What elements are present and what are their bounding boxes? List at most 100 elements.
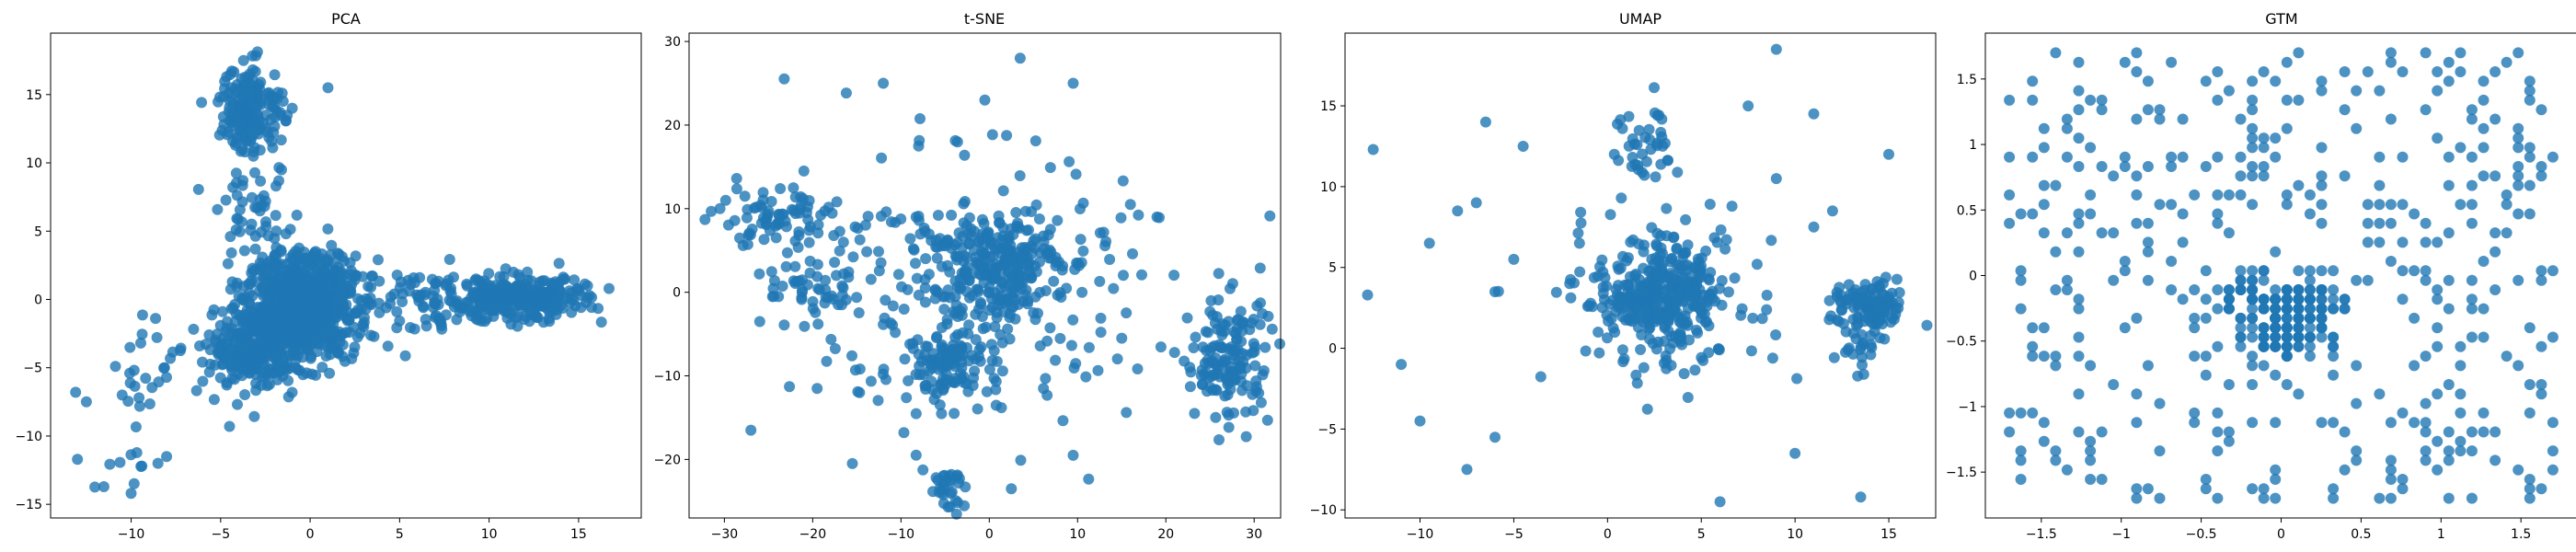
pca-point bbox=[604, 283, 615, 294]
gtm-point bbox=[2432, 66, 2443, 77]
umap-point bbox=[1713, 343, 1724, 354]
tsne-point bbox=[734, 233, 745, 244]
pca-point bbox=[233, 328, 244, 339]
gtm-point bbox=[2282, 379, 2293, 390]
umap-point bbox=[1791, 374, 1802, 385]
umap-point bbox=[1462, 464, 1473, 475]
gtm-point bbox=[2131, 170, 2142, 181]
tsne-point bbox=[1057, 415, 1068, 426]
gtm-point bbox=[2513, 170, 2524, 181]
gtm-point bbox=[2270, 247, 2281, 258]
tsne-point bbox=[1002, 324, 1013, 335]
gtm-point bbox=[2536, 483, 2547, 494]
gtm-point bbox=[2328, 417, 2339, 428]
umap-point bbox=[1651, 343, 1662, 354]
tsne-point bbox=[1219, 390, 1230, 401]
gtm-point bbox=[2547, 465, 2559, 476]
tsne-point bbox=[860, 220, 871, 231]
gtm-point bbox=[2374, 152, 2385, 163]
tsne-point bbox=[1038, 383, 1049, 394]
pca-point bbox=[212, 204, 223, 215]
gtm-point bbox=[2455, 445, 2466, 456]
tsne-point bbox=[899, 427, 910, 438]
gtm-point bbox=[2212, 445, 2223, 456]
tsne-point bbox=[1213, 294, 1224, 305]
gtm-point bbox=[2293, 47, 2304, 58]
pca-point bbox=[161, 451, 172, 462]
gtm-point bbox=[2444, 427, 2455, 438]
umap-point bbox=[1585, 298, 1596, 309]
gtm-point bbox=[2305, 351, 2316, 362]
gtm-point bbox=[2016, 275, 2027, 286]
pca-point bbox=[586, 302, 597, 313]
gtm-point bbox=[2282, 57, 2293, 68]
gtm-point bbox=[2131, 47, 2142, 58]
gtm-point bbox=[2224, 227, 2235, 238]
gtm-point bbox=[2293, 388, 2304, 399]
tsne-point bbox=[1016, 454, 1027, 466]
tsne-point bbox=[866, 375, 877, 386]
gtm-point bbox=[2247, 123, 2258, 134]
pca-point bbox=[254, 123, 265, 134]
pca-point bbox=[284, 299, 295, 310]
gtm-point bbox=[2432, 388, 2443, 399]
tsne-point bbox=[960, 481, 971, 492]
tsne-point bbox=[846, 351, 857, 362]
gtm-point bbox=[2143, 483, 2154, 494]
gtm-point bbox=[2432, 284, 2443, 295]
pca-point bbox=[244, 299, 255, 310]
pca-point bbox=[314, 280, 325, 291]
gtm-point bbox=[2108, 227, 2119, 238]
umap-point bbox=[1576, 217, 1587, 228]
umap-point bbox=[1730, 272, 1741, 283]
pca-point bbox=[250, 276, 261, 287]
umap-point bbox=[1489, 431, 1501, 443]
tsne-point bbox=[1189, 408, 1200, 419]
tsne-point bbox=[989, 321, 1000, 332]
pca-point bbox=[507, 293, 518, 304]
tsne-point bbox=[1010, 207, 1021, 218]
umap-point bbox=[1452, 205, 1463, 216]
pca-point bbox=[239, 246, 250, 257]
gtm-point bbox=[2143, 75, 2154, 86]
umap-x-tick-label: 0 bbox=[1604, 527, 1612, 542]
gtm-point bbox=[2536, 265, 2547, 276]
tsne-point bbox=[878, 369, 889, 380]
tsne-point bbox=[873, 246, 884, 257]
umap-point bbox=[1879, 334, 1890, 345]
gtm-point bbox=[2085, 436, 2096, 447]
pca-point bbox=[219, 76, 230, 87]
tsne-point bbox=[1071, 168, 1082, 179]
umap-point bbox=[1639, 170, 1650, 181]
tsne-point bbox=[1168, 270, 1179, 281]
tsne-point bbox=[972, 404, 983, 415]
gtm-point bbox=[2444, 275, 2455, 286]
gtm-point bbox=[2247, 265, 2258, 276]
pca-point bbox=[374, 298, 385, 309]
tsne-point bbox=[977, 311, 988, 322]
gtm-point bbox=[2074, 209, 2085, 220]
tsne-point bbox=[1016, 251, 1027, 262]
tsne-point bbox=[834, 246, 845, 257]
gtm-point bbox=[2478, 123, 2490, 134]
pca-point bbox=[536, 300, 547, 311]
gtm-point bbox=[2421, 265, 2432, 276]
umap-point bbox=[1480, 117, 1491, 128]
pca-point bbox=[323, 308, 334, 319]
tsne-point bbox=[955, 282, 966, 293]
umap-point bbox=[1857, 351, 1868, 362]
pca-point bbox=[374, 307, 385, 318]
umap-point bbox=[1747, 313, 1758, 324]
tsne-point bbox=[980, 95, 991, 106]
gtm-point bbox=[2155, 114, 2166, 125]
gtm-point bbox=[2050, 247, 2061, 258]
pca-point bbox=[137, 309, 148, 320]
gtm-point bbox=[2131, 313, 2142, 324]
tsne-point bbox=[843, 267, 854, 278]
tsne-point bbox=[922, 341, 933, 352]
gtm-point bbox=[2293, 341, 2304, 352]
pca-point bbox=[294, 273, 305, 284]
tsne-point bbox=[1013, 262, 1024, 273]
pca-point bbox=[197, 376, 208, 387]
gtm-point bbox=[2478, 304, 2490, 315]
